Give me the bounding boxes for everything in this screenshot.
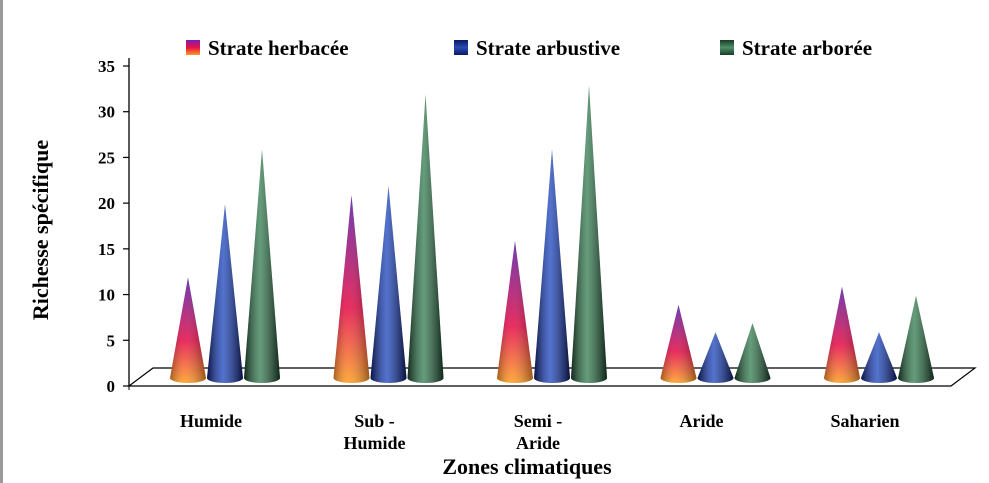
cone-bar — [170, 277, 206, 383]
x-category-label: Humide — [180, 411, 242, 431]
y-tick-label: 20 — [98, 194, 115, 213]
cone-bar — [407, 94, 444, 384]
legend-label: Strate herbacée — [208, 36, 349, 60]
x-category-label: Sub - — [354, 411, 395, 431]
cone-bar — [244, 149, 280, 383]
cone-bar — [333, 195, 370, 383]
y-axis: 0 5 10 15 20 25 30 35 — [98, 57, 130, 396]
x-category-label: Semi - — [514, 411, 563, 431]
y-tick-label: 15 — [98, 240, 115, 259]
cone-bar — [660, 304, 697, 383]
legend-label: Strate arborée — [742, 36, 872, 60]
x-category-label: Aride — [680, 411, 724, 431]
legend-label: Strate arbustive — [476, 36, 620, 60]
y-tick-label: 35 — [98, 57, 115, 76]
y-tick-label: 5 — [107, 331, 116, 350]
cone-bar — [534, 149, 570, 383]
y-tick-label: 10 — [98, 286, 115, 305]
y-tick-label: 25 — [98, 148, 115, 167]
x-axis-title: Zones climatiques — [442, 454, 612, 479]
y-tick-label: 30 — [98, 103, 115, 122]
cone-bar — [497, 240, 533, 383]
x-category-label: Humide — [343, 433, 405, 453]
cone-bar — [898, 295, 934, 383]
cone-bar — [207, 204, 243, 383]
legend: Strate herbacée Strate arbustive Strate ar… — [186, 36, 872, 60]
y-tick-label: 0 — [107, 377, 116, 396]
y-axis-title: Richesse spécifique — [28, 140, 53, 321]
legend-swatch — [186, 40, 200, 55]
plot-area — [170, 85, 934, 384]
legend-swatch — [720, 40, 734, 55]
cone-bar — [370, 186, 407, 383]
cone-bar — [861, 332, 897, 383]
legend-swatch — [454, 40, 468, 55]
cone-bar — [734, 323, 771, 383]
x-category-label: Aride — [516, 433, 560, 453]
x-category-label: Saharien — [830, 411, 899, 431]
cone-bar — [571, 85, 607, 383]
cone-bar — [697, 332, 734, 383]
cone-bar — [824, 286, 860, 383]
